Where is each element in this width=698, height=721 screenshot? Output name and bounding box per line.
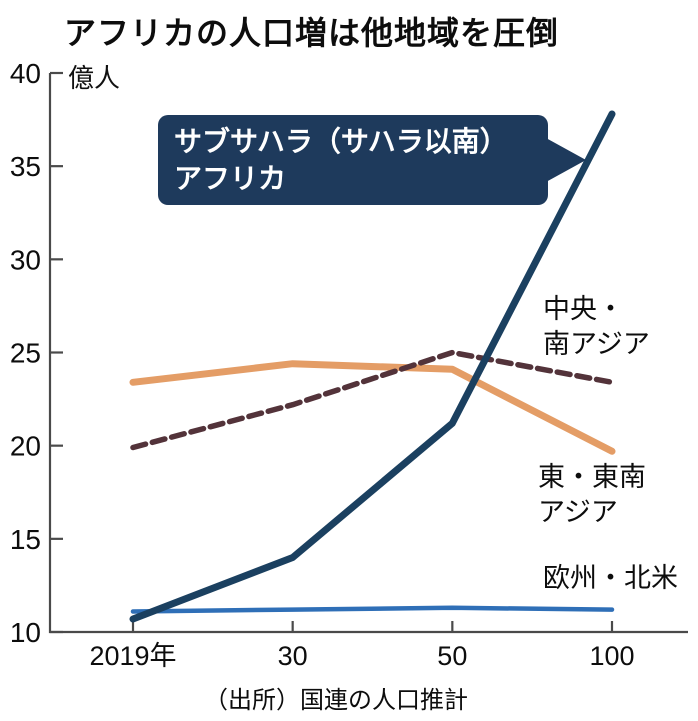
- series-label-central-south-asia: 中央・ 南アジア: [543, 292, 650, 361]
- series-label-east-southeast-asia: 東・東南 アジア: [538, 460, 646, 529]
- callout-sub-saharan-africa: サブサハラ（サハラ以南） アフリカ: [158, 115, 586, 205]
- chart-title: アフリカの人口増は他地域を圧倒: [64, 15, 560, 51]
- series-label-europe-north-america: 欧州・北米: [543, 561, 678, 596]
- callout-label-line1: サブサハラ（サハラ以南）: [174, 126, 508, 157]
- y-axis-tick-label: 30: [10, 244, 41, 275]
- series-label-line: アジア: [538, 496, 618, 527]
- series-line-europe-north-america: [130, 605, 615, 614]
- y-axis-tick-label: 15: [10, 524, 41, 555]
- series-label-line: 中央・: [543, 294, 624, 324]
- series-label-line: 南アジア: [543, 328, 650, 359]
- y-axis-tick-label: 35: [10, 151, 41, 182]
- y-axis-tick-label: 40: [10, 58, 41, 89]
- callout-arrow-icon: [546, 138, 586, 182]
- series-line-sub-saharan-africa: [129, 110, 616, 623]
- y-axis-unit-label: 億人: [68, 63, 121, 93]
- x-axis-tick-label: 2019年: [89, 641, 176, 671]
- series-label-line: 東・東南: [538, 462, 646, 492]
- x-axis-tick-label: 100: [589, 641, 634, 671]
- y-axis-tick-label: 25: [10, 338, 41, 369]
- y-axis-tick-label: 20: [10, 431, 41, 462]
- callout-label-line2: アフリカ: [174, 162, 287, 194]
- x-axis-tick-label: 50: [437, 641, 467, 671]
- series-line-central-south-asia: [130, 349, 615, 451]
- series-label-line: 欧州・北米: [543, 563, 678, 593]
- source-note: （出所）国連の人口推計: [204, 687, 468, 714]
- y-axis-tick-label: 10: [10, 617, 41, 648]
- x-axis-tick-label: 30: [278, 641, 308, 671]
- series-line-east-southeast-asia: [129, 360, 616, 455]
